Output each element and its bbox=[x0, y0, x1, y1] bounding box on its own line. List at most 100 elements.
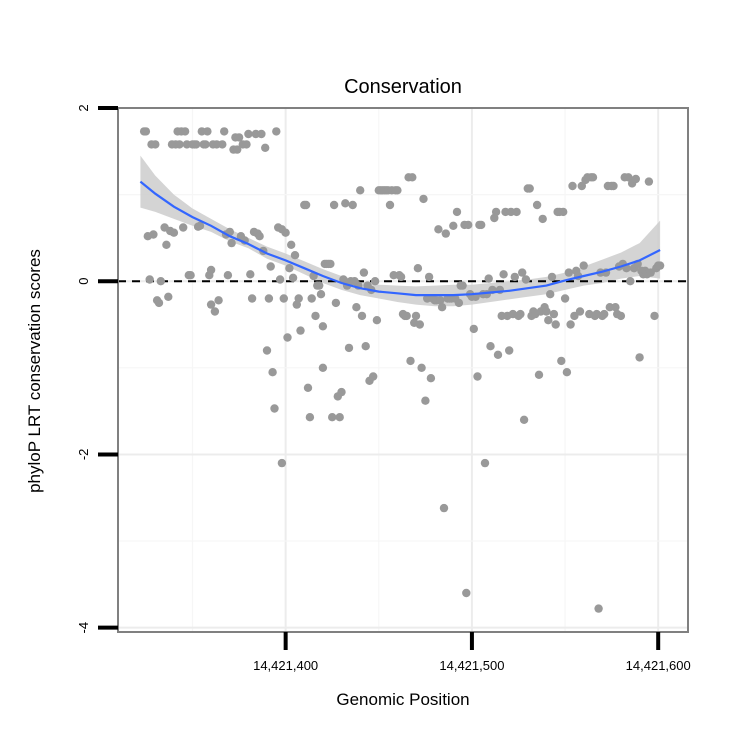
data-point bbox=[305, 413, 315, 422]
smooth-line bbox=[139, 180, 661, 297]
data-point bbox=[510, 272, 519, 282]
data-point bbox=[549, 309, 559, 319]
data-point bbox=[408, 173, 417, 182]
data-point bbox=[434, 225, 443, 234]
data-point bbox=[594, 604, 603, 613]
x-tick-label: 14,421,400 bbox=[253, 658, 318, 673]
data-point bbox=[288, 273, 298, 282]
data-point bbox=[218, 140, 227, 149]
data-point bbox=[480, 458, 490, 468]
data-point bbox=[575, 307, 585, 316]
data-point bbox=[452, 207, 462, 217]
data-point bbox=[331, 298, 341, 308]
data-point bbox=[337, 387, 346, 397]
chart-title: Conservation bbox=[344, 76, 462, 98]
data-point bbox=[557, 356, 566, 366]
data-point bbox=[464, 220, 473, 230]
data-point bbox=[579, 261, 588, 270]
data-point bbox=[318, 322, 328, 331]
y-tick-label: 0 bbox=[76, 278, 91, 285]
data-point bbox=[469, 324, 478, 334]
data-point bbox=[369, 372, 378, 381]
data-point bbox=[326, 259, 335, 269]
data-point bbox=[521, 275, 531, 284]
data-point bbox=[206, 265, 216, 275]
data-point bbox=[493, 350, 503, 359]
data-point bbox=[477, 220, 486, 230]
data-point bbox=[560, 294, 570, 303]
data-point bbox=[564, 268, 573, 277]
data-point bbox=[505, 346, 514, 355]
data-point bbox=[644, 177, 654, 186]
data-point bbox=[616, 311, 626, 321]
data-point bbox=[473, 372, 482, 381]
data-point bbox=[234, 133, 244, 142]
data-point bbox=[372, 316, 382, 325]
data-point bbox=[551, 320, 560, 329]
data-point bbox=[270, 404, 279, 413]
data-point bbox=[264, 294, 274, 303]
data-point bbox=[577, 181, 586, 191]
data-point bbox=[290, 251, 300, 260]
data-point bbox=[499, 270, 508, 279]
data-point bbox=[262, 346, 272, 355]
y-axis: 2 0 -2 -4 bbox=[76, 104, 118, 633]
data-point bbox=[631, 174, 640, 184]
data-point bbox=[542, 307, 551, 316]
data-point bbox=[348, 200, 357, 210]
data-point bbox=[203, 127, 212, 136]
x-axis-title: Genomic Position bbox=[336, 690, 469, 709]
data-point bbox=[277, 458, 287, 468]
data-point bbox=[406, 356, 415, 366]
data-point bbox=[417, 363, 426, 372]
data-point bbox=[534, 370, 544, 379]
data-point bbox=[227, 238, 236, 248]
data-point bbox=[192, 140, 201, 149]
data-point bbox=[385, 200, 395, 210]
data-point bbox=[301, 200, 311, 210]
data-point bbox=[279, 294, 288, 303]
panel-border bbox=[117, 107, 689, 633]
data-point bbox=[281, 228, 290, 237]
data-point bbox=[532, 200, 542, 210]
data-point bbox=[454, 298, 464, 308]
y-tick-label: 2 bbox=[76, 104, 91, 111]
data-point bbox=[154, 298, 164, 308]
data-point bbox=[242, 140, 251, 149]
data-point bbox=[538, 214, 547, 224]
y-axis-title: phyloP LRT conservation scores bbox=[25, 249, 44, 493]
data-point bbox=[547, 272, 557, 282]
data-point bbox=[268, 368, 277, 377]
data-point bbox=[179, 223, 188, 232]
data-point bbox=[650, 311, 659, 321]
data-point bbox=[624, 173, 633, 182]
x-tick-label: 14,421,500 bbox=[439, 658, 504, 673]
data-point bbox=[352, 303, 361, 312]
data-point bbox=[356, 186, 365, 195]
data-point bbox=[516, 309, 525, 319]
data-point bbox=[436, 296, 445, 305]
data-point bbox=[546, 290, 555, 299]
data-point bbox=[458, 281, 467, 290]
data-point bbox=[525, 184, 534, 193]
data-point bbox=[449, 221, 458, 230]
data-point bbox=[206, 300, 216, 309]
data-point bbox=[544, 316, 553, 325]
data-point bbox=[402, 311, 411, 321]
data-point bbox=[341, 199, 350, 208]
data-point bbox=[424, 272, 434, 282]
data-point bbox=[484, 274, 493, 283]
data-point bbox=[419, 194, 428, 204]
data-point bbox=[329, 200, 339, 210]
data-point bbox=[316, 290, 326, 299]
data-point bbox=[266, 262, 275, 271]
data-point bbox=[296, 326, 305, 335]
data-point bbox=[195, 221, 205, 230]
data-point bbox=[512, 207, 521, 217]
data-point bbox=[272, 127, 281, 136]
data-point bbox=[611, 303, 620, 312]
data-point bbox=[149, 230, 158, 239]
x-axis: 14,421,400 14,421,500 14,421,600 bbox=[253, 632, 691, 673]
data-point bbox=[588, 173, 598, 182]
